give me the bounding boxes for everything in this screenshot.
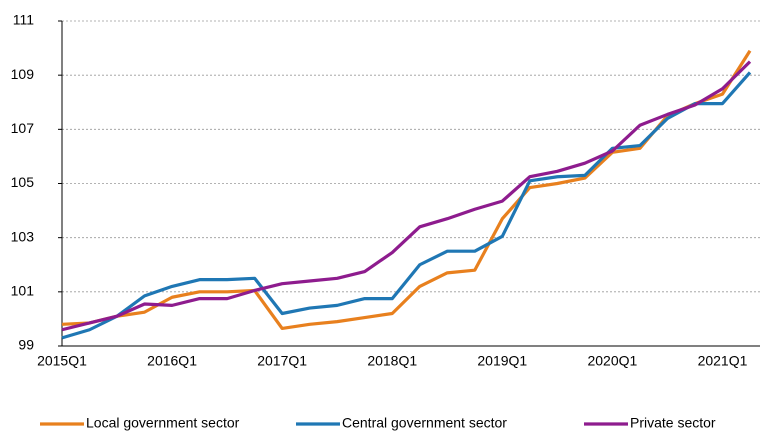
x-tick-label: 2015Q1 bbox=[37, 353, 87, 369]
y-tick-label: 107 bbox=[11, 120, 35, 136]
x-tick-label: 2017Q1 bbox=[257, 353, 307, 369]
legend-label: Private sector bbox=[630, 415, 716, 431]
series-line bbox=[61, 49, 752, 330]
x-tick-label: 2020Q1 bbox=[587, 353, 637, 369]
y-tick-label: 109 bbox=[11, 66, 35, 82]
legend-label: Local government sector bbox=[86, 415, 240, 431]
series-line bbox=[61, 60, 752, 332]
y-tick-label: 111 bbox=[13, 12, 34, 28]
x-tick-label: 2019Q1 bbox=[477, 353, 527, 369]
y-tick-label: 101 bbox=[11, 283, 35, 299]
x-tick-label: 2016Q1 bbox=[147, 353, 197, 369]
y-tick-label: 99 bbox=[18, 337, 34, 353]
legend-label: Central government sector bbox=[342, 415, 507, 431]
x-tick-label: 2021Q1 bbox=[698, 353, 748, 369]
series-line bbox=[61, 71, 752, 340]
y-tick-label: 103 bbox=[11, 228, 35, 244]
x-tick-label: 2018Q1 bbox=[367, 353, 417, 369]
y-tick-label: 105 bbox=[11, 174, 35, 190]
